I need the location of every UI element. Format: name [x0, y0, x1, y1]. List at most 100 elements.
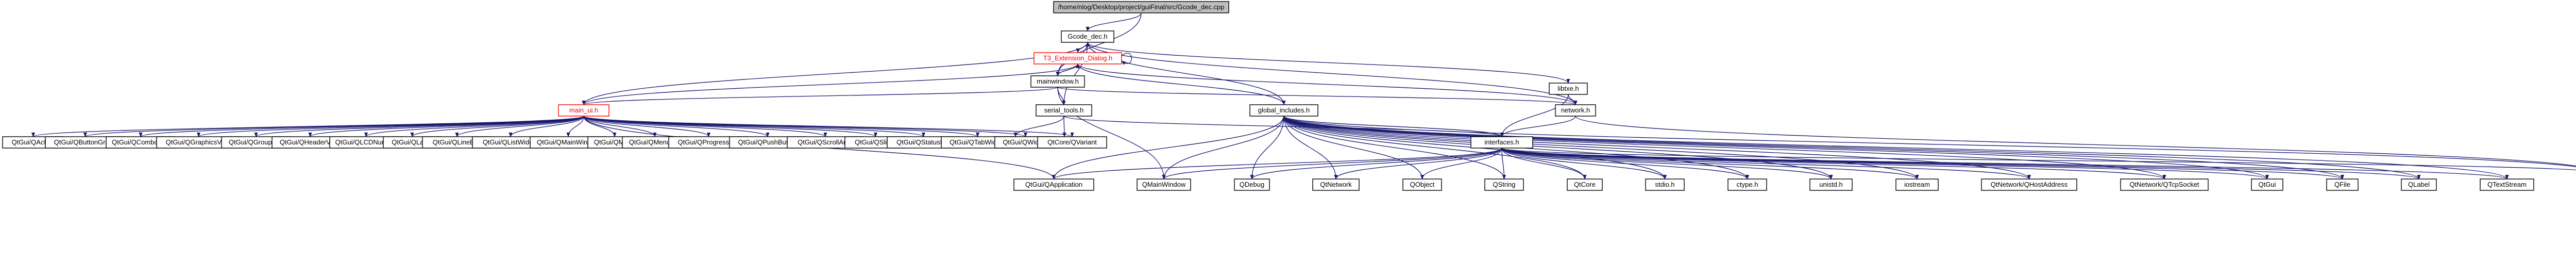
edge-main-ui-h-to-qvariant — [583, 116, 1074, 137]
node-label: network.h — [1561, 106, 1590, 114]
node-qlistwidget[interactable]: QtGui/QListWidget — [472, 136, 549, 149]
edge-interfaces-h-to-qtextstream — [1501, 148, 2509, 180]
node-box — [2251, 178, 2283, 191]
node-stdio-h[interactable]: stdio.h — [1645, 178, 1685, 191]
node-qobject[interactable]: QObject — [1402, 178, 1442, 191]
edge-global-includes-h-to-qtextstream — [1283, 116, 2509, 180]
node-qdebug[interactable]: QDebug — [1234, 178, 1270, 191]
node-box — [2401, 178, 2437, 191]
node-box — [1036, 104, 1092, 117]
node-box — [2480, 178, 2534, 191]
node-qpushbutton[interactable]: QtGui/QPushButton — [729, 136, 806, 149]
node-qtextstream[interactable]: QTextStream — [2480, 178, 2534, 191]
node-label: QtGui/QComboBox — [112, 138, 170, 146]
edge-global-includes-h-to-unistd-h — [1283, 116, 1833, 180]
edge-main-ui-h-to-qgraphicsview — [197, 116, 584, 137]
edge-global-includes-h-to-qnetwork — [1283, 116, 1338, 180]
node-label: QtCore/QVariant — [1047, 138, 1097, 146]
node-label: QtGui/QWidget — [1003, 138, 1048, 146]
node-serial-tools-h[interactable]: serial_tools.h — [1036, 104, 1092, 117]
edge-main-ui-h-to-qstatusbar — [583, 116, 925, 137]
edge-global-includes-h-to-qstring — [1283, 116, 1506, 180]
node-box — [1470, 136, 1533, 149]
node-label: QFile — [2334, 181, 2350, 188]
edge-t3-ext-to-main-ui-h — [582, 63, 1078, 105]
node-ctype-h[interactable]: ctype.h — [1727, 178, 1767, 191]
node-qnetwork[interactable]: QtNetwork — [1312, 178, 1360, 191]
node-unistd-h[interactable]: unistd.h — [1809, 178, 1853, 191]
node-label: QtGui/QPushButton — [738, 138, 798, 146]
edge-root-to-gcode-dec-h — [1086, 12, 1142, 31]
node-label: QtGui/QAction — [12, 138, 55, 146]
node-label: QLabel — [2408, 181, 2430, 188]
node-box — [1137, 178, 1191, 191]
edge-interfaces-h-to-stdlib-h — [1501, 148, 2576, 171]
edge-interfaces-h-to-qtcore — [1501, 148, 1587, 180]
node-root[interactable]: /home/nlog/Desktop/project/guiFinal/src/… — [1053, 1, 1229, 13]
node-network-h[interactable]: network.h — [1555, 104, 1596, 117]
node-libtxe-h[interactable]: libtxe.h — [1549, 83, 1588, 95]
node-interfaces-h[interactable]: interfaces.h — [1470, 136, 1533, 149]
node-label: QtCore — [1574, 181, 1596, 188]
node-qprogressbar[interactable]: QtGui/QProgressBar — [668, 136, 749, 149]
node-label: QtGui/QGroupBox — [229, 138, 284, 146]
node-box — [1981, 178, 2077, 191]
node-box — [1402, 178, 1442, 191]
node-gcode-dec-h[interactable]: Gcode_dec.h — [1061, 30, 1114, 43]
edge-main-ui-h-to-qlabel-gui — [410, 116, 584, 137]
node-qscrollarea[interactable]: QtGui/QScrollArea — [787, 136, 864, 149]
node-box — [1061, 30, 1114, 43]
edge-global-includes-h-to-qtcore — [1283, 116, 1587, 180]
node-t3-ext[interactable]: T3_Extension_Dialog.h — [1033, 52, 1122, 64]
node-label: iostream — [1904, 181, 1930, 188]
node-box — [558, 104, 609, 117]
node-box — [1727, 178, 1767, 191]
node-box — [1037, 136, 1107, 149]
edge-interfaces-h-to-qtgui — [1501, 148, 2269, 180]
edge-main-ui-h-to-qlcdnumber — [364, 116, 584, 137]
node-global-includes-h[interactable]: global_includes.h — [1249, 104, 1318, 117]
node-qfile[interactable]: QFile — [2326, 178, 2359, 191]
node-box — [1809, 178, 1853, 191]
node-label: QObject — [1410, 181, 1435, 188]
edge-global-includes-h-to-qtcpsocket — [1283, 116, 2166, 180]
node-qtcore[interactable]: QtCore — [1567, 178, 1603, 191]
node-box — [1645, 178, 1685, 191]
node-qtgui[interactable]: QtGui — [2251, 178, 2283, 191]
node-label: unistd.h — [1819, 181, 1843, 188]
node-main-ui-h[interactable]: main_ui.h — [558, 104, 609, 117]
edge-global-includes-h-to-qmainwindow — [1162, 116, 1284, 180]
node-label: /home/nlog/Desktop/project/guiFinal/src/… — [1058, 3, 1224, 11]
edge-interfaces-h-to-qdebug — [1250, 148, 1502, 180]
node-label: QtGui/QProgressBar — [678, 138, 740, 146]
edge-interfaces-h-to-stdio-h — [1501, 148, 1667, 180]
node-box — [1555, 104, 1596, 117]
edge-mainwindow-h-to-main-ui-h — [582, 87, 1058, 105]
node-iostream[interactable]: iostream — [1895, 178, 1939, 191]
node-qstring[interactable]: QString — [1484, 178, 1524, 191]
node-label: T3_Extension_Dialog.h — [1043, 54, 1112, 62]
node-box — [1249, 104, 1318, 117]
node-qlabel[interactable]: QLabel — [2401, 178, 2437, 191]
node-qtcpsocket[interactable]: QtNetwork/QTcpSocket — [2120, 178, 2209, 191]
edge-interfaces-h-to-qnetwork — [1334, 148, 1502, 180]
node-mainwindow-h[interactable]: mainwindow.h — [1030, 75, 1085, 88]
node-box — [2120, 178, 2209, 191]
node-qmainwindow[interactable]: QMainWindow — [1137, 178, 1191, 191]
node-qvariant[interactable]: QtCore/QVariant — [1037, 136, 1107, 149]
node-label: QtGui/QStatusBar — [896, 138, 951, 146]
edge-gcode-dec-h-to-libtxe-h — [1087, 42, 1570, 84]
node-qmainwindow-gui[interactable]: QtGui/QMainWindow — [530, 136, 607, 149]
node-layer: /home/nlog/Desktop/project/guiFinal/src/… — [2, 1, 2534, 191]
node-qbuttongroup[interactable]: QtGui/QButtonGroup — [45, 136, 126, 149]
edge-main-ui-h-to-qmainwindow-gui — [566, 116, 584, 137]
edge-interfaces-h-to-qmainwindow — [1162, 148, 1502, 180]
node-label: mainwindow.h — [1037, 77, 1079, 85]
node-qapplication[interactable]: QtGui/QApplication — [1013, 178, 1094, 191]
node-qhostaddress[interactable]: QtNetwork/QHostAddress — [1981, 178, 2077, 191]
node-label: QtGui/QListWidget — [483, 138, 539, 146]
node-label: QtGui/QMenuBar — [629, 138, 681, 146]
edge-layer — [31, 12, 2576, 180]
edge-global-includes-h-to-qhostaddress — [1283, 116, 2031, 180]
